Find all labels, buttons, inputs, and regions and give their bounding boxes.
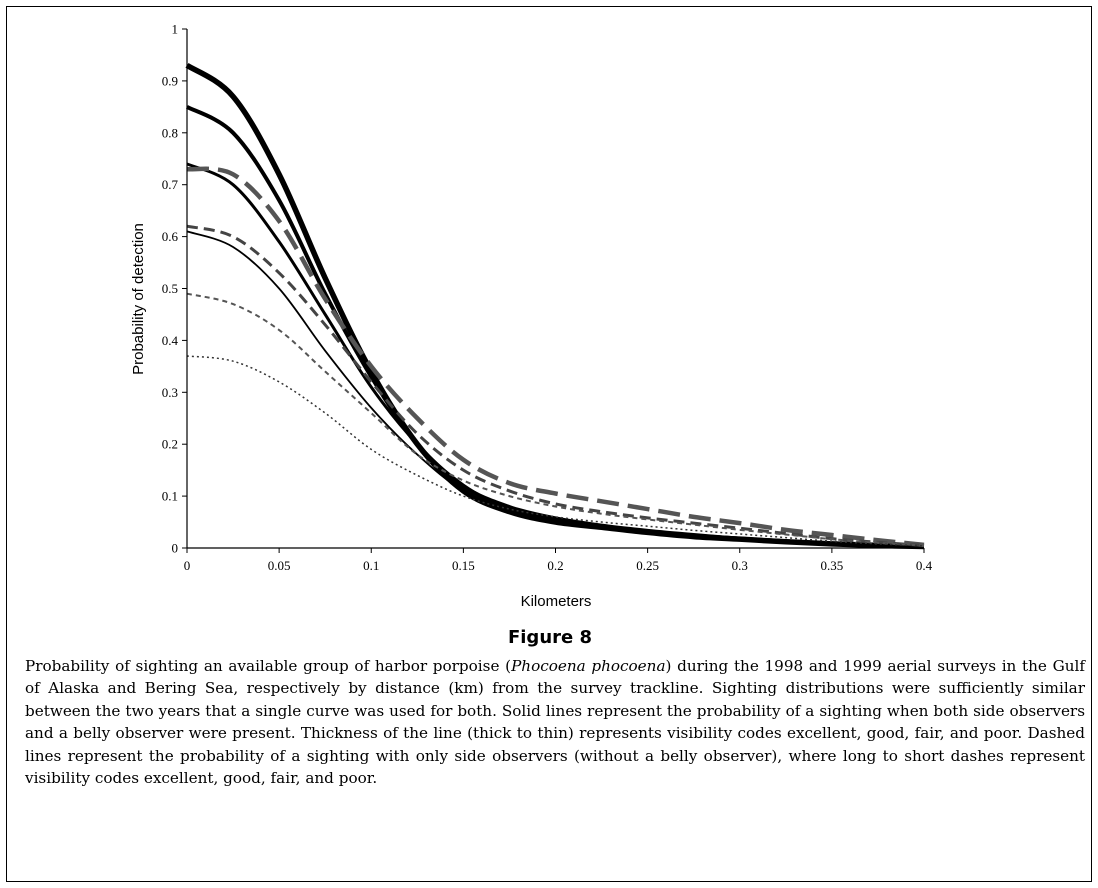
figure-title: Figure 8 (507, 627, 593, 648)
x-tick-label: 0.35 (821, 558, 844, 573)
plot-lines (185, 62, 925, 550)
y-tick-label: 0.4 (162, 333, 179, 348)
y-tick-label: 0.6 (162, 229, 179, 244)
series-line-6-dashed (186, 224, 925, 547)
caption-text-start: Probability of sighting an available gro… (25, 657, 512, 675)
series-line-4-solid (186, 230, 925, 547)
x-tick-label: 0.25 (636, 558, 659, 573)
caption-species-name: Phocoena phocoena (511, 657, 666, 675)
tick-labels: 0 0.1 0.2 0.3 0.4 0.5 0.6 0.7 0.8 0.9 1 0 0.05 0.1 0.1… (162, 22, 933, 574)
figure-frame: 0 0.1 0.2 0.3 0.4 0.5 0.6 0.7 0.8 0.9 1 0 0.05 0.1 0.1… (6, 6, 1092, 882)
series-line-5-dashed (186, 166, 925, 548)
y-tick-label: 0.9 (162, 73, 178, 88)
x-tick-label: 0.1 (363, 558, 379, 573)
series-line-7-dashed (186, 292, 925, 547)
y-tick-label: 1 (172, 22, 179, 37)
x-tick-label: 0.05 (268, 558, 291, 573)
series-line-2-solid (186, 105, 925, 548)
y-tick-label: 0 (172, 541, 179, 556)
x-tick-label: 0.3 (732, 558, 748, 573)
figure-caption: Probability of sighting an available gro… (25, 655, 1085, 789)
y-tick-label: 0.2 (162, 437, 178, 452)
x-tick-label: 0.2 (547, 558, 563, 573)
line-chart: 0 0.1 0.2 0.3 0.4 0.5 0.6 0.7 0.8 0.9 1 0 0.05 0.1 0.1… (130, 22, 933, 611)
y-tick-label: 0.3 (162, 385, 178, 400)
y-tick-label: 0.5 (162, 281, 178, 296)
axes (182, 28, 925, 553)
x-axis-title: Kilometers (521, 593, 592, 610)
series-line-8-dotted (186, 355, 925, 547)
y-tick-label: 0.1 (162, 489, 178, 504)
x-tick-label: 0 (184, 558, 191, 573)
series-line-1-solid (185, 62, 925, 550)
y-tick-label: 0.8 (162, 125, 178, 140)
y-tick-label: 0.7 (162, 177, 179, 192)
x-tick-label: 0.15 (452, 558, 475, 573)
x-tick-label: 0.4 (916, 558, 933, 573)
caption-text-rest: ) during the 1998 and 1999 aerial survey… (25, 657, 1085, 788)
y-axis-title: Probability of detection (130, 223, 147, 375)
